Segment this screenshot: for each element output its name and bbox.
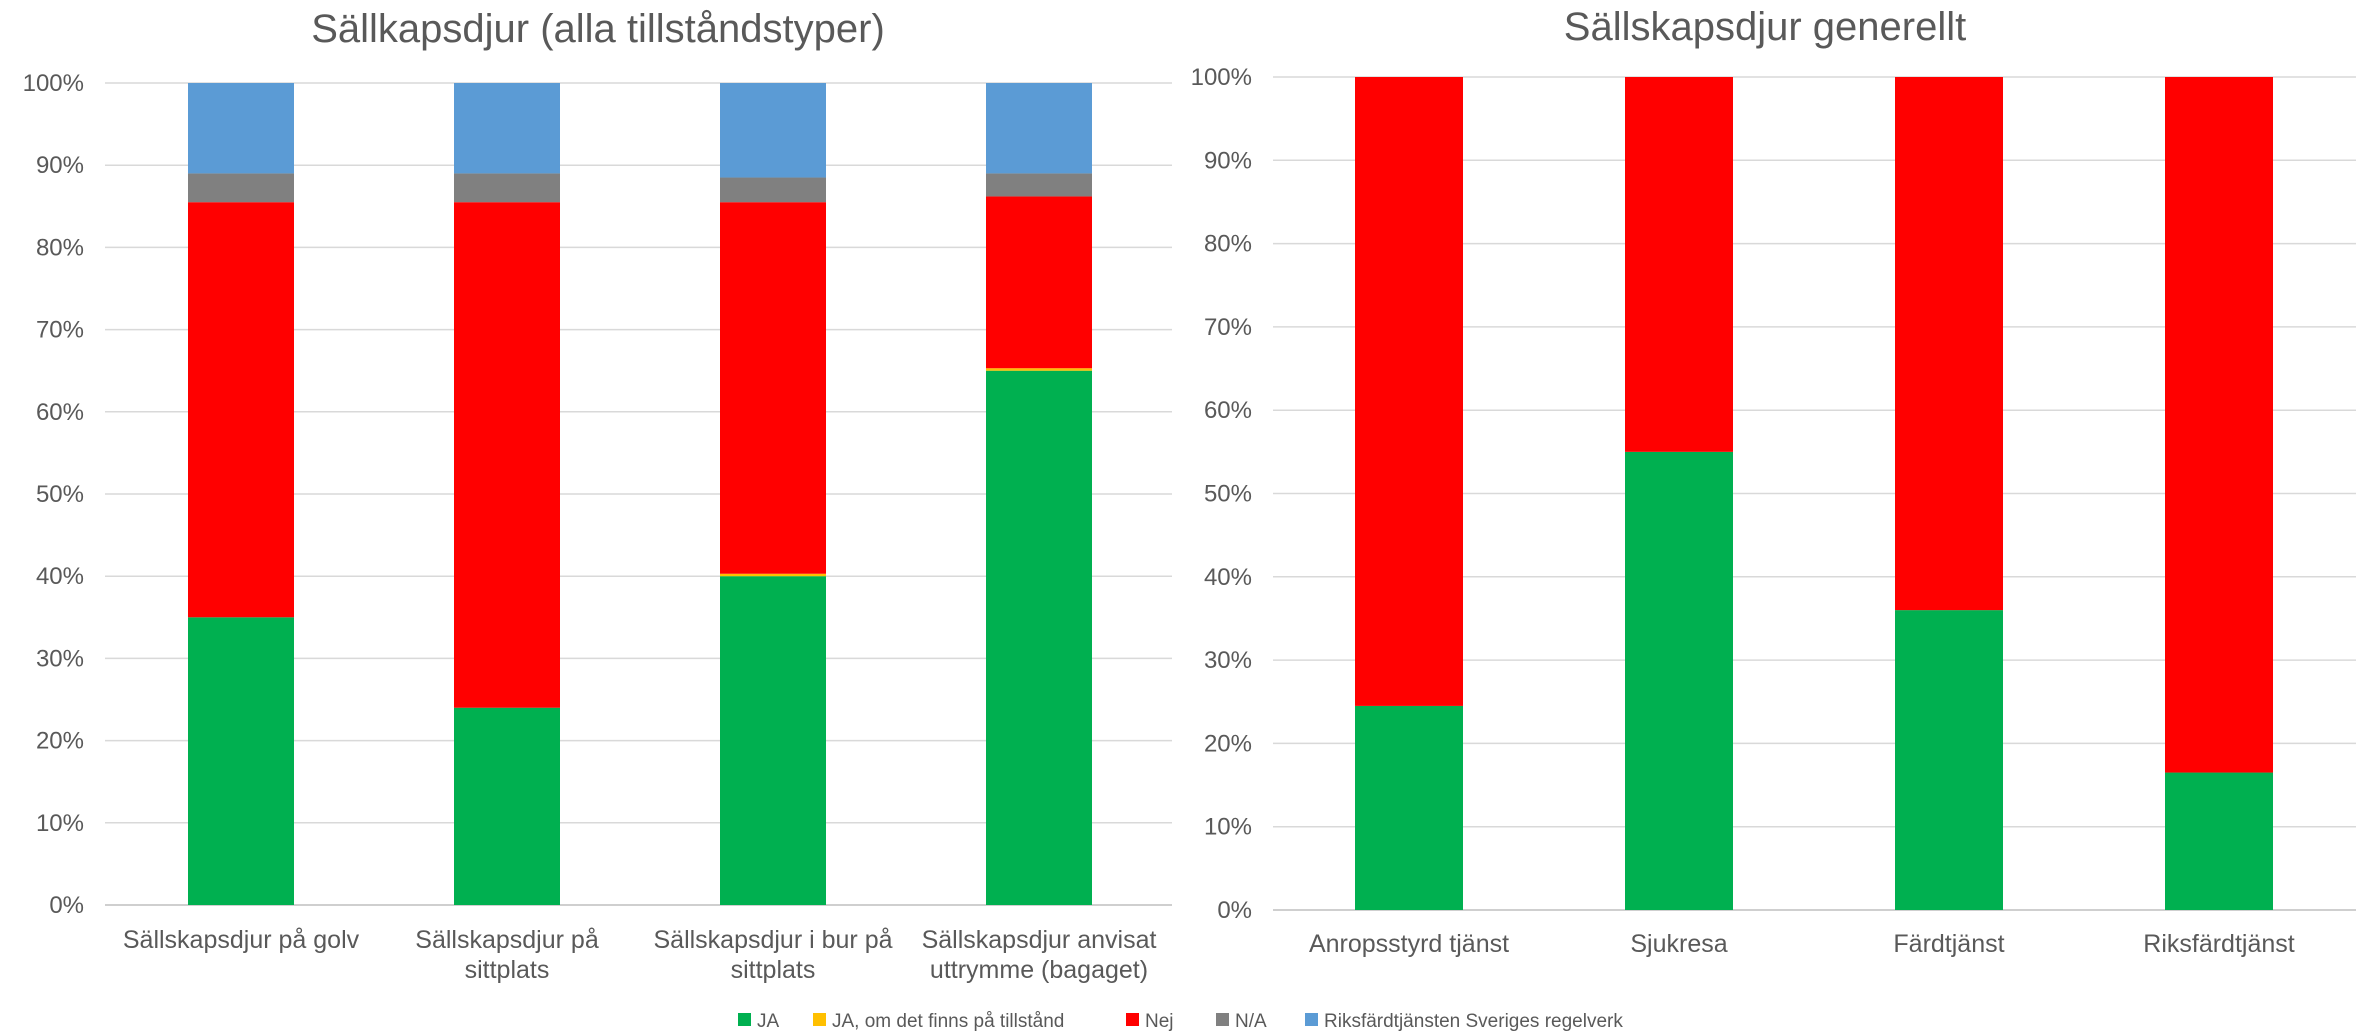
chart-companion-animals-general: Sällskapsdjur generellt 0% 10% 20% 30% 40% 50… — [1191, 5, 2356, 958]
bar-segment — [1355, 705, 1463, 910]
y-tick-label: 10% — [1204, 814, 1252, 841]
x-category-label: Riksfärdtjänst — [2143, 930, 2294, 958]
y-tick-label: 20% — [1204, 730, 1252, 757]
x-category-label: Färdtjänst — [1893, 930, 2004, 958]
bar-segment — [1625, 451, 1733, 910]
bar-segment — [2165, 772, 2273, 910]
bar-segment — [454, 173, 560, 203]
y-tick-label: 0% — [1217, 897, 1252, 924]
chart-title: Sällkapsdjur (alla tillståndstyper) — [311, 7, 885, 51]
x-category-label: Anropsstyrd tjänst — [1309, 930, 1509, 958]
bar-segment — [986, 370, 1092, 905]
y-tick-label: 50% — [1204, 481, 1252, 508]
x-category-label: Sällskapsdjur anvisat uttrymme (bagaget) — [922, 926, 1157, 984]
x-category-label: Sjukresa — [1630, 930, 1727, 958]
bar-segment — [986, 173, 1092, 197]
y-tick-label: 70% — [36, 317, 84, 344]
legend-item: Riksfärdtjänsten Sveriges regelverk — [1305, 1011, 1623, 1032]
y-tick-label: 40% — [36, 563, 84, 590]
bar-segment — [1355, 77, 1463, 706]
chart-title: Sällskapsdjur generellt — [1564, 5, 1966, 49]
legend-swatch — [1126, 1013, 1139, 1026]
x-category-label: Sällskapsdjur på golv — [123, 926, 360, 954]
bar-segment — [1895, 610, 2003, 910]
y-tick-label: 80% — [36, 234, 84, 261]
x-category-label: Sällskapsdjur i bur på sittplats — [653, 926, 892, 984]
y-tick-label: 60% — [36, 399, 84, 426]
y-tick-label: 70% — [1204, 314, 1252, 341]
y-tick-label: 30% — [1204, 647, 1252, 674]
x-category-label: Sällskapsdjur på sittplats — [415, 926, 599, 984]
y-tick-label: 100% — [23, 70, 84, 97]
bar-segment — [188, 83, 294, 174]
legend-item: N/A — [1216, 1011, 1267, 1032]
bar-segment — [188, 202, 294, 618]
legend-label: JA — [757, 1011, 780, 1031]
bar-segment — [986, 196, 1092, 369]
bar-segment — [454, 83, 560, 174]
y-tick-label: 100% — [1191, 64, 1252, 91]
bar-segment — [2165, 77, 2273, 773]
y-tick-label: 90% — [36, 152, 84, 179]
bar-segment — [720, 177, 826, 203]
bar-segment — [720, 573, 826, 577]
bar-segment — [986, 83, 1092, 174]
bar-segment — [188, 173, 294, 203]
legend-label: N/A — [1235, 1011, 1267, 1031]
y-tick-label: 30% — [36, 645, 84, 672]
bar-segment — [1895, 77, 2003, 611]
legend-label: Nej — [1145, 1011, 1174, 1031]
bar-segment — [986, 368, 1092, 371]
bar-segment — [454, 202, 560, 708]
y-tick-label: 50% — [36, 481, 84, 508]
y-tick-label: 20% — [36, 728, 84, 755]
bar-segment — [720, 83, 826, 178]
legend-label: Riksfärdtjänsten Sveriges regelverk — [1324, 1011, 1623, 1031]
legend-swatch — [738, 1013, 751, 1026]
legend-swatch — [1216, 1013, 1229, 1026]
legend: JA JA, om det finns på tillstånd Nej N/A Rik… — [738, 1011, 1623, 1032]
legend-item: Nej — [1126, 1011, 1174, 1032]
bar-segment — [720, 202, 826, 574]
y-tick-label: 10% — [36, 810, 84, 837]
legend-swatch — [813, 1013, 826, 1026]
chart-companion-animals-all-permits: Sällkapsdjur (alla tillståndstyper) 0% 10… — [23, 7, 1172, 984]
legend-item: JA — [738, 1011, 780, 1032]
bar-segment — [1625, 77, 1733, 452]
y-tick-label: 60% — [1204, 397, 1252, 424]
y-tick-label: 40% — [1204, 564, 1252, 591]
bar-segment — [720, 576, 826, 905]
y-tick-label: 0% — [49, 892, 84, 919]
legend-label: JA, om det finns på tillstånd — [832, 1011, 1064, 1031]
y-tick-label: 80% — [1204, 231, 1252, 258]
bar-segment — [454, 707, 560, 905]
bar-segment — [188, 617, 294, 905]
legend-item: JA, om det finns på tillstånd — [813, 1011, 1064, 1032]
legend-swatch — [1305, 1013, 1318, 1026]
y-tick-label: 90% — [1204, 147, 1252, 174]
